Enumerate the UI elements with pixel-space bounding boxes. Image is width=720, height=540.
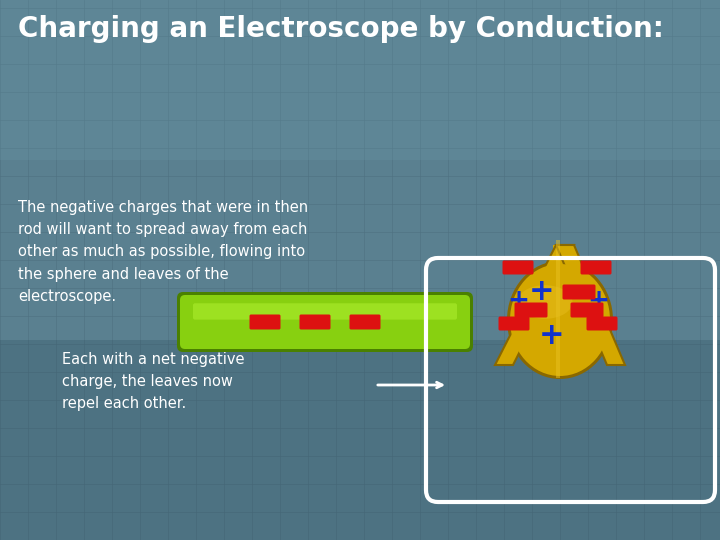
Text: Each with a net negative
charge, the leaves now
repel each other.: Each with a net negative charge, the lea… [62, 352, 245, 411]
Text: +: + [529, 278, 555, 307]
FancyBboxPatch shape [349, 314, 380, 329]
FancyBboxPatch shape [498, 316, 529, 330]
Text: +: + [539, 321, 564, 350]
FancyBboxPatch shape [587, 316, 618, 330]
FancyBboxPatch shape [503, 260, 534, 274]
Polygon shape [495, 245, 574, 365]
Text: The negative charges that were in then
rod will want to spread away from each
ot: The negative charges that were in then r… [18, 200, 308, 304]
Ellipse shape [518, 285, 572, 319]
Polygon shape [556, 245, 625, 365]
Text: Charging an Electroscope by Conduction:: Charging an Electroscope by Conduction: [18, 15, 664, 43]
FancyBboxPatch shape [570, 302, 603, 318]
Ellipse shape [507, 261, 613, 379]
FancyBboxPatch shape [515, 302, 547, 318]
Text: +: + [587, 288, 609, 314]
FancyBboxPatch shape [180, 295, 470, 349]
Bar [0, 340, 720, 540]
FancyBboxPatch shape [580, 260, 611, 274]
FancyBboxPatch shape [177, 292, 473, 352]
FancyBboxPatch shape [250, 314, 281, 329]
FancyBboxPatch shape [300, 314, 330, 329]
Bar [553, 245, 567, 373]
FancyBboxPatch shape [193, 303, 457, 320]
Bar [556, 240, 560, 378]
FancyBboxPatch shape [562, 285, 595, 300]
Ellipse shape [510, 264, 610, 376]
Text: +: + [507, 288, 529, 314]
Bar [0, 0, 720, 160]
